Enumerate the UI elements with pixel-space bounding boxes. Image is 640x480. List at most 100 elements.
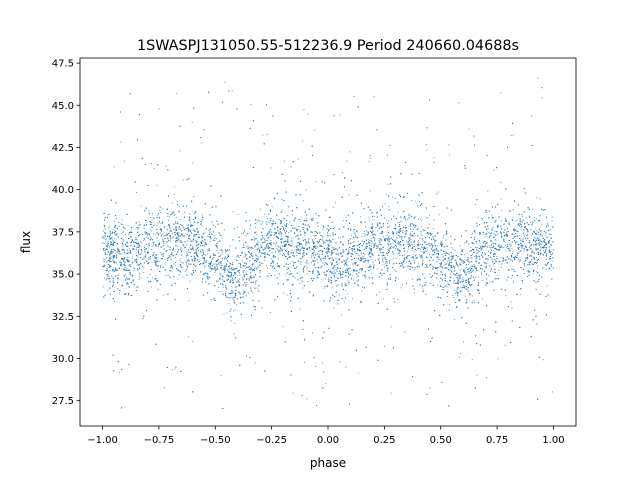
scatter-point xyxy=(128,261,130,263)
scatter-point xyxy=(260,244,262,246)
scatter-point xyxy=(313,269,315,271)
scatter-point xyxy=(104,226,106,228)
scatter-point xyxy=(485,263,487,265)
scatter-point xyxy=(331,246,333,248)
scatter-point xyxy=(404,236,406,238)
scatter-point xyxy=(382,235,384,237)
scatter-point xyxy=(279,251,281,253)
scatter-point xyxy=(313,257,315,259)
scatter-point xyxy=(221,290,223,292)
scatter-point xyxy=(248,265,250,267)
scatter-point xyxy=(405,224,407,226)
scatter-point xyxy=(333,273,335,275)
scatter-point xyxy=(152,213,154,215)
scatter-point xyxy=(402,232,404,234)
scatter-point xyxy=(323,274,325,276)
scatter-point xyxy=(222,269,224,271)
scatter-point xyxy=(136,247,138,249)
scatter-point xyxy=(471,270,473,272)
scatter-point xyxy=(264,246,266,248)
scatter-point xyxy=(491,267,493,269)
scatter-point xyxy=(233,333,235,335)
scatter-point xyxy=(497,225,499,227)
scatter-point xyxy=(209,240,211,242)
scatter-point xyxy=(494,252,496,254)
scatter-point xyxy=(349,267,351,269)
scatter-point xyxy=(149,229,151,230)
scatter-point xyxy=(471,359,473,361)
scatter-point xyxy=(300,263,302,265)
scatter-point xyxy=(217,240,219,242)
scatter-point xyxy=(346,160,348,162)
scatter-point xyxy=(305,244,307,246)
scatter-point xyxy=(104,265,106,267)
scatter-point xyxy=(223,229,225,231)
scatter-point xyxy=(171,237,173,239)
scatter-point xyxy=(257,267,259,269)
scatter-point xyxy=(394,244,396,246)
scatter-point xyxy=(194,265,196,267)
scatter-point xyxy=(359,255,361,257)
scatter-point xyxy=(471,257,473,259)
scatter-point xyxy=(479,241,481,243)
scatter-point xyxy=(359,269,361,271)
scatter-point xyxy=(508,249,510,251)
scatter-point xyxy=(436,261,438,263)
scatter-point xyxy=(160,212,162,214)
scatter-point xyxy=(507,248,509,250)
scatter-point xyxy=(343,250,345,252)
scatter-point xyxy=(353,231,355,233)
scatter-point xyxy=(378,291,380,293)
scatter-point xyxy=(204,272,206,274)
scatter-point xyxy=(184,270,186,272)
scatter-point xyxy=(389,225,391,227)
scatter-point xyxy=(264,259,266,261)
scatter-point xyxy=(475,268,477,270)
scatter-point xyxy=(161,233,163,235)
scatter-point xyxy=(113,301,115,303)
scatter-point xyxy=(473,264,475,266)
scatter-point xyxy=(193,235,195,237)
scatter-point xyxy=(115,252,117,254)
scatter-point xyxy=(440,271,442,273)
scatter-point xyxy=(232,267,234,269)
scatter-point xyxy=(361,290,363,292)
scatter-point xyxy=(231,286,233,288)
scatter-point xyxy=(415,250,417,252)
scatter-point xyxy=(264,252,266,254)
scatter-point xyxy=(103,235,105,237)
scatter-point xyxy=(409,244,411,246)
scatter-point xyxy=(357,285,359,287)
scatter-point xyxy=(241,259,243,261)
scatter-point xyxy=(395,239,397,241)
scatter-point xyxy=(508,270,510,272)
scatter-point xyxy=(528,271,530,273)
scatter-point xyxy=(405,233,407,235)
scatter-point xyxy=(437,257,439,259)
scatter-point xyxy=(369,264,371,266)
scatter-point xyxy=(214,240,216,242)
scatter-point xyxy=(234,322,236,324)
scatter-point xyxy=(329,257,331,259)
scatter-point xyxy=(203,241,205,243)
scatter-point xyxy=(249,260,251,262)
scatter-point xyxy=(364,253,366,255)
scatter-point xyxy=(180,248,182,250)
scatter-point xyxy=(245,271,247,273)
scatter-point xyxy=(339,247,341,249)
scatter-point xyxy=(302,223,304,224)
scatter-point xyxy=(297,158,299,160)
scatter-point xyxy=(481,273,483,275)
scatter-point xyxy=(337,249,339,251)
scatter-point xyxy=(231,276,233,278)
scatter-point xyxy=(414,257,416,259)
scatter-point xyxy=(111,275,113,277)
scatter-point xyxy=(473,237,475,239)
scatter-point xyxy=(138,249,140,251)
scatter-point xyxy=(153,259,155,261)
scatter-point xyxy=(295,236,297,238)
scatter-point xyxy=(162,221,163,223)
scatter-point xyxy=(445,239,447,241)
scatter-point xyxy=(239,274,241,276)
scatter-point xyxy=(511,307,513,309)
